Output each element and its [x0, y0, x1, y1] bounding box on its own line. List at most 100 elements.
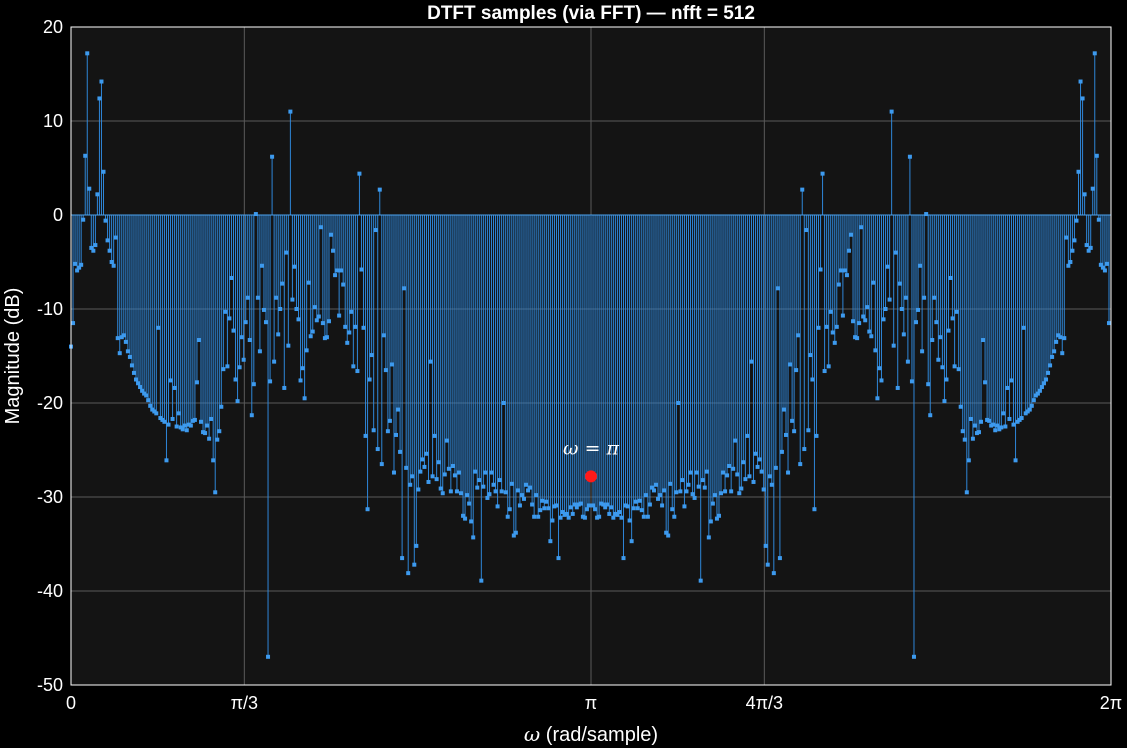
stem-marker [231, 328, 236, 333]
stem-marker [660, 503, 665, 508]
stem-marker [1029, 403, 1034, 408]
stem-marker [1019, 416, 1024, 421]
stem-marker [184, 428, 189, 433]
stem-marker [765, 562, 770, 567]
stem-marker [253, 212, 258, 217]
stem-marker [875, 396, 880, 401]
stem-marker [211, 458, 216, 463]
stem-marker [670, 507, 675, 512]
axes [70, 26, 1112, 686]
stem-marker [430, 474, 435, 479]
stem-marker [479, 578, 484, 583]
stem-marker [970, 436, 975, 441]
stem-marker [680, 478, 685, 483]
stem-marker [591, 503, 596, 508]
stem-marker [554, 503, 559, 508]
stem-marker [865, 305, 870, 310]
stem-marker [314, 318, 319, 323]
stem-marker [578, 501, 583, 506]
stem-marker [507, 507, 512, 512]
stem-marker [1017, 417, 1022, 422]
stem-marker [901, 332, 906, 337]
stem-marker [377, 187, 382, 192]
stem-marker [402, 286, 407, 291]
stem-marker [446, 466, 451, 471]
stem-marker [235, 399, 240, 404]
stem-marker [855, 336, 860, 341]
stem-marker [1074, 218, 1079, 223]
stem-marker [261, 307, 266, 312]
stem-marker [81, 217, 86, 222]
stem-marker [144, 393, 149, 398]
y-tick-label: -40 [37, 581, 63, 601]
stem-marker [1064, 235, 1069, 240]
stem-marker [530, 502, 535, 507]
stem-marker [666, 533, 671, 538]
stem-marker [331, 248, 336, 253]
stem-marker [597, 514, 602, 519]
stem-marker [196, 338, 201, 343]
stem-marker [830, 330, 835, 335]
stem-marker [1037, 388, 1042, 393]
stem-marker [700, 478, 705, 483]
stem-marker [840, 313, 845, 318]
stem-marker [233, 377, 238, 382]
stem-marker [432, 433, 437, 438]
stem-marker [1090, 186, 1095, 191]
stem-marker [268, 379, 273, 384]
stem-marker [174, 424, 179, 429]
stem-marker [129, 363, 134, 368]
stem-marker [373, 228, 378, 233]
stem-marker [751, 479, 756, 484]
stem-marker [747, 474, 752, 479]
stem-marker [259, 263, 264, 268]
stem-marker [576, 502, 581, 507]
stem-marker [1001, 411, 1006, 416]
stem-marker [688, 470, 693, 475]
stem-marker [1084, 243, 1089, 248]
stem-marker [115, 336, 120, 341]
stem-marker [979, 419, 984, 424]
stem-marker [131, 370, 136, 375]
stem-marker [836, 282, 841, 287]
stem-marker [548, 539, 553, 544]
stem-marker [227, 316, 232, 321]
stem-marker [631, 506, 636, 511]
stem-marker [775, 286, 780, 291]
stem-marker [519, 493, 524, 498]
stem-marker [779, 449, 784, 454]
stem-marker [1009, 378, 1014, 383]
y-tick-label: 20 [43, 17, 63, 37]
stem-marker [1094, 153, 1099, 158]
x-tick-label: π/3 [231, 693, 258, 713]
stem-marker [203, 431, 208, 436]
stem-marker [930, 338, 935, 343]
stem-marker [556, 556, 561, 561]
stem-marker [387, 418, 392, 423]
stem-marker [842, 268, 847, 273]
stem-marker [534, 493, 539, 498]
stem-marker [400, 556, 405, 561]
stem-marker [1066, 263, 1071, 268]
stem-marker [911, 654, 916, 659]
stem-marker [270, 154, 275, 159]
stem-marker [568, 505, 573, 510]
stem-marker [936, 357, 941, 362]
stem-marker [981, 338, 986, 343]
stem-marker [580, 514, 585, 519]
stem-marker [461, 513, 466, 518]
x-tick-label: 0 [66, 693, 76, 713]
stem-marker [702, 485, 707, 490]
stem-marker [593, 507, 598, 512]
stem-marker [190, 418, 195, 423]
stem-marker [1060, 351, 1065, 356]
x-tick-label: 4π/3 [746, 693, 783, 713]
stem-marker [91, 248, 96, 253]
stem-marker [345, 340, 350, 345]
stem-marker [121, 333, 126, 338]
stem-marker [621, 556, 626, 561]
stem-marker [1005, 385, 1010, 390]
stem-marker [645, 514, 650, 519]
stem-marker [544, 499, 549, 504]
stem-marker [511, 533, 516, 538]
